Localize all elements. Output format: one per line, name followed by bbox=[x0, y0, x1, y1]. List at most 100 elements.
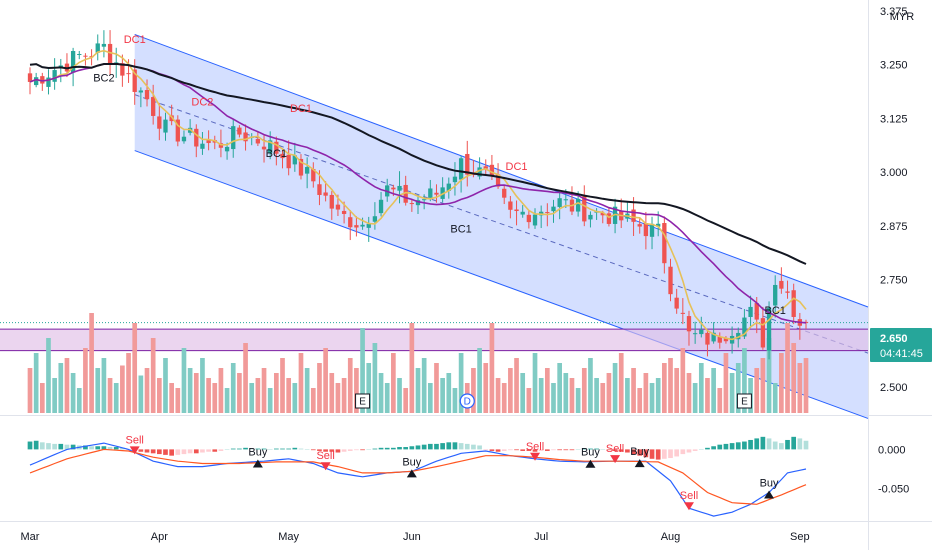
candle[interactable] bbox=[157, 102, 162, 141]
candle[interactable] bbox=[508, 196, 513, 219]
candle[interactable] bbox=[637, 218, 642, 234]
candle[interactable] bbox=[791, 283, 796, 325]
candle[interactable] bbox=[403, 175, 408, 206]
candle[interactable] bbox=[46, 69, 51, 95]
candle[interactable] bbox=[551, 199, 556, 223]
event-badge[interactable]: E bbox=[736, 393, 752, 409]
candle[interactable] bbox=[773, 275, 778, 318]
candle[interactable] bbox=[372, 202, 378, 230]
candle[interactable] bbox=[255, 131, 261, 147]
candle[interactable] bbox=[465, 140, 470, 187]
volume-bar bbox=[434, 363, 439, 413]
candle[interactable] bbox=[77, 50, 82, 60]
candle[interactable] bbox=[280, 148, 285, 169]
candle[interactable] bbox=[200, 132, 205, 155]
candle[interactable] bbox=[748, 295, 753, 329]
event-badge[interactable]: E bbox=[355, 393, 371, 409]
candle[interactable] bbox=[532, 208, 538, 229]
candle[interactable] bbox=[452, 162, 458, 196]
candle[interactable] bbox=[458, 156, 464, 193]
candle[interactable] bbox=[434, 184, 439, 203]
candle[interactable] bbox=[514, 200, 519, 226]
candle[interactable] bbox=[120, 54, 125, 87]
candle[interactable] bbox=[231, 118, 236, 158]
candle[interactable] bbox=[674, 288, 679, 314]
candle[interactable] bbox=[298, 154, 304, 180]
candle[interactable] bbox=[717, 332, 722, 349]
candle[interactable] bbox=[502, 185, 507, 205]
candle[interactable] bbox=[151, 84, 156, 125]
candle[interactable] bbox=[686, 310, 692, 346]
candle[interactable] bbox=[292, 142, 297, 172]
candle[interactable] bbox=[422, 194, 427, 210]
candle[interactable] bbox=[588, 211, 593, 228]
candle[interactable] bbox=[483, 159, 488, 175]
candle[interactable] bbox=[520, 205, 525, 218]
earnings-badge-box bbox=[736, 393, 752, 409]
candle[interactable] bbox=[237, 125, 242, 138]
candle[interactable] bbox=[144, 79, 150, 107]
candle[interactable] bbox=[181, 130, 187, 144]
candle[interactable] bbox=[311, 162, 316, 188]
candle[interactable] bbox=[760, 306, 766, 350]
candle[interactable] bbox=[194, 124, 199, 158]
candle[interactable] bbox=[304, 157, 310, 189]
candle[interactable] bbox=[52, 58, 57, 90]
macd-pane: Sell Buy Sell Buy Sell Buy Sell Buy Sell Buy bbox=[27, 434, 809, 517]
candle[interactable] bbox=[446, 177, 451, 199]
candle[interactable] bbox=[785, 280, 790, 299]
candle[interactable] bbox=[274, 136, 279, 166]
histogram-bar bbox=[427, 443, 433, 450]
histogram-bar bbox=[354, 449, 359, 451]
candle[interactable] bbox=[101, 30, 107, 58]
candle[interactable] bbox=[649, 216, 655, 250]
candle[interactable] bbox=[329, 191, 334, 220]
candle[interactable] bbox=[366, 216, 371, 242]
candle[interactable] bbox=[779, 267, 784, 294]
candle[interactable] bbox=[662, 216, 667, 274]
candle[interactable] bbox=[354, 216, 359, 237]
candle[interactable] bbox=[169, 104, 174, 126]
candle[interactable] bbox=[612, 198, 618, 234]
candle[interactable] bbox=[40, 72, 45, 91]
candle[interactable] bbox=[526, 210, 532, 229]
candle-body bbox=[766, 307, 772, 351]
candle[interactable] bbox=[680, 298, 685, 325]
candle[interactable] bbox=[323, 181, 328, 202]
candle[interactable] bbox=[95, 34, 100, 61]
candle[interactable] bbox=[397, 171, 402, 204]
candle[interactable] bbox=[138, 87, 144, 108]
candle[interactable] bbox=[27, 67, 33, 95]
histogram-bar bbox=[606, 449, 612, 451]
candle[interactable] bbox=[286, 140, 291, 176]
candle[interactable] bbox=[699, 316, 704, 338]
candle[interactable] bbox=[705, 330, 710, 357]
candle[interactable] bbox=[409, 198, 414, 212]
volume-bar bbox=[52, 378, 57, 413]
candle[interactable] bbox=[766, 301, 772, 360]
candle[interactable] bbox=[668, 258, 673, 302]
candle[interactable] bbox=[415, 194, 421, 215]
candle[interactable] bbox=[163, 112, 168, 141]
candle[interactable] bbox=[557, 192, 562, 220]
time-tick-label: May bbox=[278, 531, 299, 543]
candle[interactable] bbox=[261, 135, 267, 163]
candle[interactable] bbox=[711, 322, 716, 344]
event-badge[interactable]: D bbox=[459, 393, 475, 409]
candle[interactable] bbox=[243, 124, 248, 151]
candle[interactable] bbox=[175, 115, 180, 147]
candle[interactable] bbox=[692, 321, 698, 344]
candle[interactable] bbox=[477, 157, 482, 180]
candle-body bbox=[575, 198, 581, 212]
price-axis[interactable]: MYR 3.375 3.250 3.125 3.000 2.875 2.750 2.500 bbox=[880, 6, 914, 394]
candle[interactable] bbox=[428, 179, 433, 202]
candle[interactable] bbox=[218, 129, 224, 158]
candle[interactable] bbox=[378, 191, 384, 217]
candle[interactable] bbox=[723, 336, 729, 344]
candle[interactable] bbox=[643, 211, 649, 250]
histogram-bar bbox=[668, 449, 673, 459]
candle[interactable] bbox=[348, 210, 353, 241]
time-axis[interactable]: Mar Apr May Jun Jul Aug Sep bbox=[21, 531, 810, 543]
